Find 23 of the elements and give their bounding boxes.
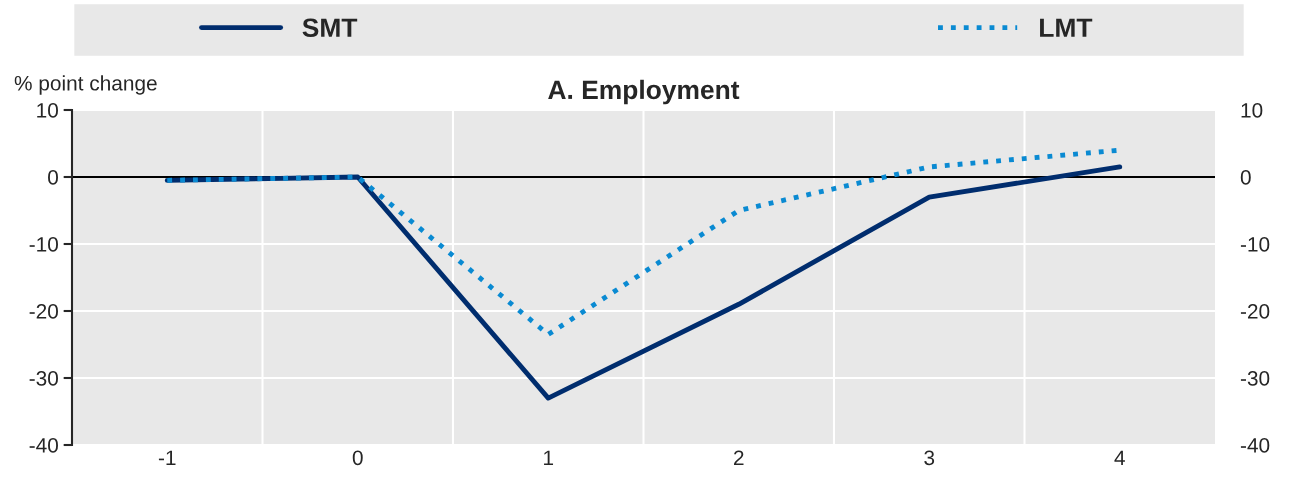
legend-label: LMT xyxy=(1040,18,1093,37)
y2-tick-label: -40 xyxy=(1240,438,1270,453)
y-tick-label: -20 xyxy=(29,304,58,319)
y-tick-label: 10 xyxy=(37,103,58,118)
y2-tick-label: 0 xyxy=(1240,170,1251,185)
y2-tick-label: -30 xyxy=(1240,371,1270,386)
y2-tick-label: -20 xyxy=(1240,304,1270,319)
x-tick-label: 1 xyxy=(544,450,554,465)
y-tick-label: 0 xyxy=(48,170,58,185)
line-series xyxy=(164,164,1123,401)
x-tick-label: -1 xyxy=(158,450,176,465)
legend-label: SMT xyxy=(302,18,358,38)
y-tick-label: -40 xyxy=(29,438,58,453)
x-tick-label: 3 xyxy=(924,450,935,466)
x-tick-label: 4 xyxy=(1114,450,1125,465)
y-tick-label: -10 xyxy=(29,237,58,252)
x-tick-label: 2 xyxy=(734,450,744,465)
y-axis-title: % point change xyxy=(14,75,157,95)
x-tick-label: 0 xyxy=(352,450,363,466)
y2-tick-label: -10 xyxy=(1240,237,1270,252)
chart-title: A. Employment xyxy=(548,79,740,105)
y2-tick-label: 10 xyxy=(1241,103,1263,118)
y-tick-label: -30 xyxy=(29,371,58,386)
